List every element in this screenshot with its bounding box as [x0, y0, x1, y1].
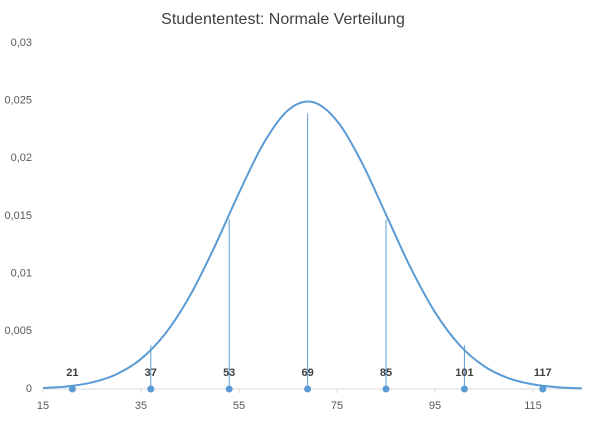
y-tick-label: 0,01 — [11, 268, 32, 280]
y-tick-label: 0,02 — [11, 152, 32, 164]
x-tick-label: 95 — [429, 400, 441, 412]
point-label: 21 — [66, 367, 78, 379]
marker — [304, 385, 312, 393]
y-tick-label: 0,005 — [4, 325, 32, 337]
point-label: 37 — [145, 367, 157, 379]
marker — [225, 385, 233, 393]
x-tick-label: 35 — [135, 400, 147, 412]
y-tick-label: 0,015 — [4, 210, 32, 222]
point-label: 69 — [301, 367, 313, 379]
x-tick-label: 55 — [233, 400, 245, 412]
chart-title: Studententest: Normale Verteilung — [161, 11, 405, 28]
marker — [147, 385, 155, 393]
y-tick-label: 0 — [26, 383, 32, 395]
marker — [68, 385, 76, 393]
point-label: 101 — [455, 367, 473, 379]
curve — [42, 100, 583, 390]
y-tick-label: 0,025 — [4, 95, 32, 107]
marker — [382, 385, 390, 393]
x-tick-label: 15 — [37, 400, 49, 412]
x-tick-label: 115 — [524, 400, 542, 412]
point-label: 85 — [380, 367, 392, 379]
point-label: 117 — [534, 367, 552, 379]
marker — [460, 385, 468, 393]
x-tick-label: 75 — [331, 400, 343, 412]
point-label: 53 — [223, 367, 235, 379]
marker — [539, 385, 547, 393]
y-tick-label: 0,03 — [11, 37, 32, 49]
